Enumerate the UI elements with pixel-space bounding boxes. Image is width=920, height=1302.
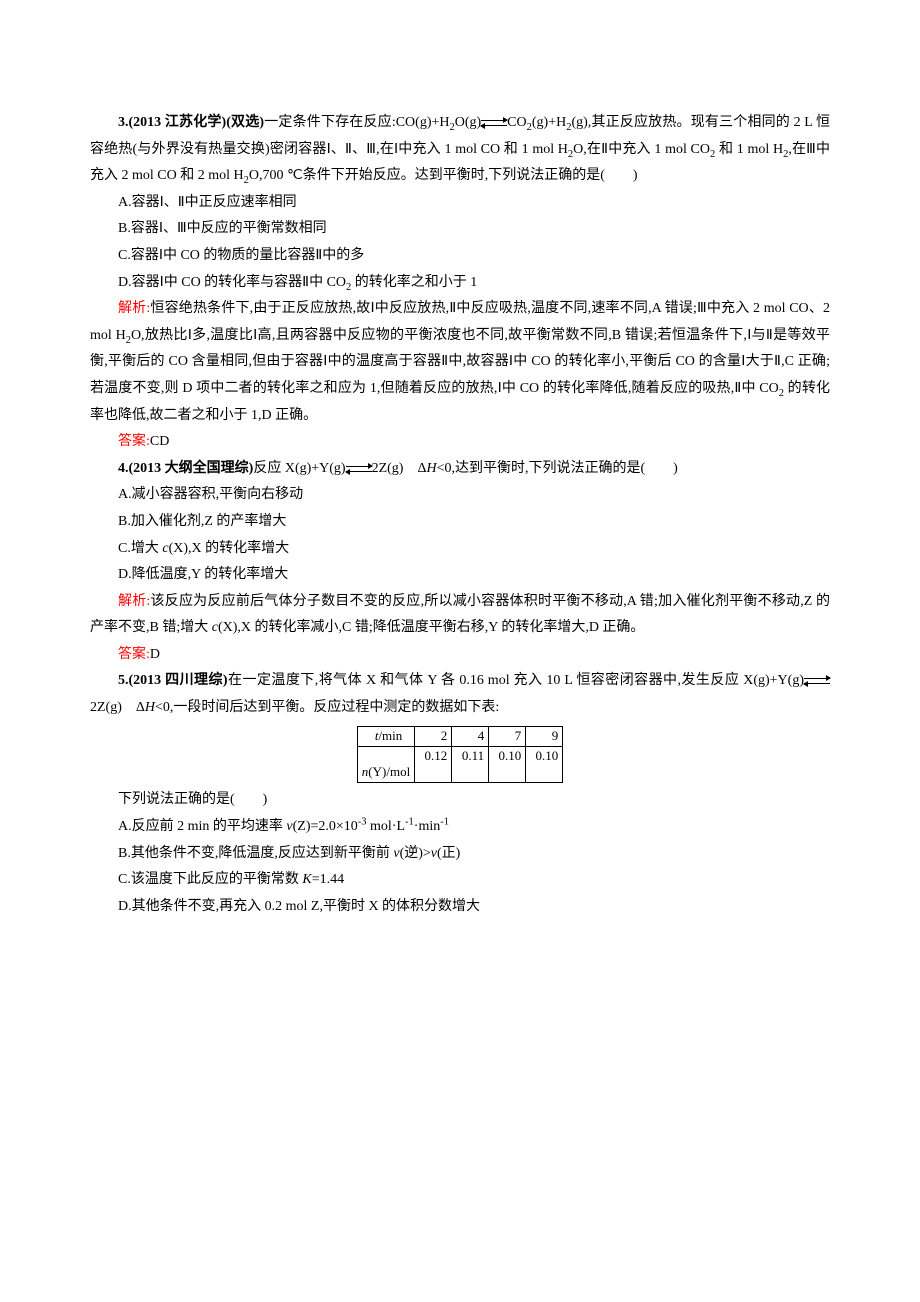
q4-option-d: D.降低温度,Y 的转化率增大 <box>90 562 830 589</box>
q5-option-b: B.其他条件不变,降低温度,反应达到新平衡前 v(逆)>v(正) <box>90 841 830 868</box>
q3-answer: 答案:CD <box>90 429 830 456</box>
table-cell: 0.10 <box>489 746 526 783</box>
table-cell: 0.11 <box>452 746 489 783</box>
q3-option-c: C.容器Ⅰ中 CO 的物质的量比容器Ⅱ中的多 <box>90 243 830 270</box>
q4-answer: 答案:D <box>90 642 830 669</box>
q5-source: (2013 四川理综) <box>129 673 228 688</box>
table-cell: 2 <box>415 726 452 746</box>
equilibrium-arrow-icon <box>481 118 507 128</box>
q3-explanation: 解析:恒容绝热条件下,由于正反应放热,故Ⅰ中反应放热,Ⅱ中反应吸热,温度不同,速… <box>90 296 830 429</box>
q3-stem: 3.(2013 江苏化学)(双选)一定条件下存在反应:CO(g)+H2O(g)C… <box>90 110 830 190</box>
q4-option-c: C.增大 c(X),X 的转化率增大 <box>90 536 830 563</box>
answer-value: CD <box>150 434 169 449</box>
q4-stem: 4.(2013 大纲全国理综)反应 X(g)+Y(g)2Z(g) ΔH<0,达到… <box>90 456 830 483</box>
q5-post: 下列说法正确的是( ) <box>90 787 830 814</box>
table-cell: 7 <box>489 726 526 746</box>
q5-data-table: t/min 2 4 7 9 n(Y)/mol 0.12 0.11 0.10 0.… <box>357 726 563 784</box>
answer-value: D <box>150 647 160 662</box>
q4-explanation: 解析:该反应为反应前后气体分子数目不变的反应,所以减小容器体积时平衡不移动,A … <box>90 589 830 642</box>
q4-option-a: A.减小容器容积,平衡向右移动 <box>90 482 830 509</box>
q5-option-a: A.反应前 2 min 的平均速率 v(Z)=2.0×10-3 mol·L-1·… <box>90 814 830 841</box>
q3-source: (2013 江苏化学)(双选) <box>129 115 265 130</box>
equilibrium-arrow-icon <box>804 676 830 686</box>
delta-h: H <box>426 461 436 476</box>
q3-option-b: B.容器Ⅰ、Ⅲ中反应的平衡常数相同 <box>90 216 830 243</box>
q5-number: 5 <box>118 673 125 688</box>
q5-stem: 5.(2013 四川理综)在一定温度下,将气体 X 和气体 Y 各 0.16 m… <box>90 668 830 721</box>
q5-option-c: C.该温度下此反应的平衡常数 K=1.44 <box>90 867 830 894</box>
q4-source: (2013 大纲全国理综) <box>129 461 254 476</box>
q3-option-d: D.容器Ⅰ中 CO 的转化率与容器Ⅱ中 CO2 的转化率之和小于 1 <box>90 270 830 297</box>
table-header-t: t/min <box>357 726 414 746</box>
table-cell: 0.10 <box>526 746 563 783</box>
table-header-nY: n(Y)/mol <box>357 746 414 783</box>
table-row: t/min 2 4 7 9 <box>357 726 562 746</box>
equilibrium-arrow-icon <box>346 464 372 474</box>
answer-label: 答案: <box>118 434 150 449</box>
table-cell: 4 <box>452 726 489 746</box>
q3-option-a: A.容器Ⅰ、Ⅱ中正反应速率相同 <box>90 190 830 217</box>
q3-number: 3 <box>118 115 125 130</box>
table-cell: 0.12 <box>415 746 452 783</box>
explanation-label: 解析: <box>118 301 150 316</box>
q5-option-d: D.其他条件不变,再充入 0.2 mol Z,平衡时 X 的体积分数增大 <box>90 894 830 921</box>
q4-number: 4 <box>118 461 125 476</box>
table-cell: 9 <box>526 726 563 746</box>
table-row: n(Y)/mol 0.12 0.11 0.10 0.10 <box>357 746 562 783</box>
answer-label: 答案: <box>118 647 150 662</box>
q4-option-b: B.加入催化剂,Z 的产率增大 <box>90 509 830 536</box>
q3-text: 一定条件下存在反应:CO(g)+H <box>264 115 449 130</box>
explanation-label: 解析: <box>118 594 150 609</box>
